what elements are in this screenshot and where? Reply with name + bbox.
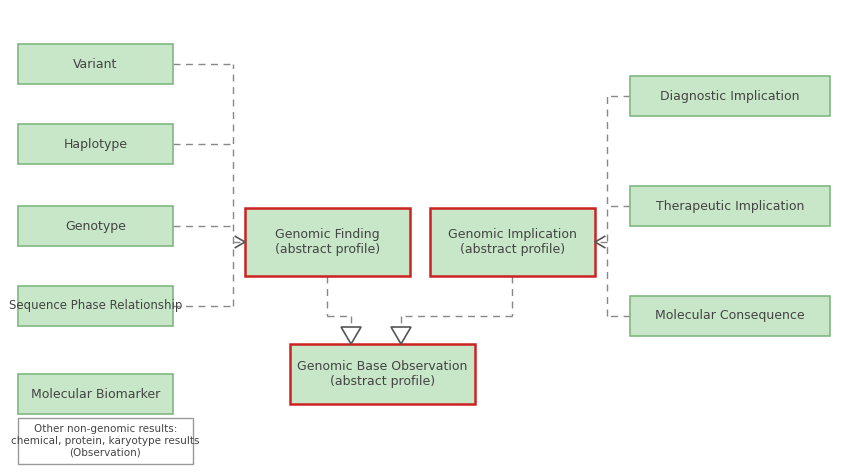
Bar <box>18 124 173 164</box>
Bar <box>18 374 173 414</box>
Text: Therapeutic Implication: Therapeutic Implication <box>656 200 804 212</box>
Text: Sequence Phase Relationship: Sequence Phase Relationship <box>9 300 182 312</box>
Bar <box>430 208 595 276</box>
Bar <box>290 344 475 404</box>
Bar <box>630 296 830 336</box>
Text: Molecular Consequence: Molecular Consequence <box>655 310 805 322</box>
Bar <box>245 208 410 276</box>
Bar <box>18 206 173 246</box>
Polygon shape <box>391 327 411 344</box>
Text: Genomic Base Observation
(abstract profile): Genomic Base Observation (abstract profi… <box>297 360 467 388</box>
Text: Other non-genomic results:
chemical, protein, karyotype results
(Observation): Other non-genomic results: chemical, pro… <box>11 424 199 457</box>
Text: Genotype: Genotype <box>65 219 126 233</box>
Text: Molecular Biomarker: Molecular Biomarker <box>31 388 160 401</box>
Text: Diagnostic Implication: Diagnostic Implication <box>660 90 800 102</box>
Bar <box>630 186 830 226</box>
Text: Genomic Implication
(abstract profile): Genomic Implication (abstract profile) <box>448 228 577 256</box>
Text: Variant: Variant <box>74 57 117 71</box>
Text: Haplotype: Haplotype <box>63 137 128 151</box>
Bar <box>18 44 173 84</box>
Bar <box>18 418 193 464</box>
Bar <box>630 76 830 116</box>
Polygon shape <box>341 327 361 344</box>
Text: Genomic Finding
(abstract profile): Genomic Finding (abstract profile) <box>275 228 380 256</box>
Bar <box>18 286 173 326</box>
